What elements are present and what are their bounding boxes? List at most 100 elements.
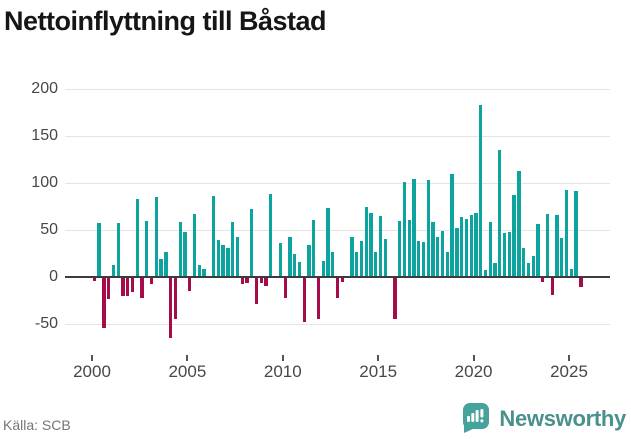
bar — [149, 278, 154, 284]
bar — [579, 278, 583, 288]
bar — [350, 236, 354, 277]
x-tick-mark — [281, 355, 284, 361]
bar — [116, 223, 120, 277]
chart: 200 150 100 50 0 -50 2000 2005 2010 2015 2020 2025 — [0, 80, 631, 385]
bar — [402, 182, 407, 277]
bar — [173, 278, 178, 320]
bar — [250, 209, 254, 277]
bar — [111, 264, 116, 277]
bar — [522, 247, 526, 277]
x-tick-label: 2000 — [73, 362, 111, 381]
bar — [397, 220, 402, 277]
bar — [226, 247, 230, 277]
bar — [536, 224, 540, 277]
bar — [202, 268, 206, 277]
bar — [378, 215, 383, 277]
bar — [302, 278, 306, 323]
bar — [197, 264, 201, 277]
x-tick-mark — [91, 355, 93, 361]
bar — [254, 278, 259, 305]
bar — [426, 180, 430, 277]
x-tick-label: 2020 — [454, 362, 493, 381]
bar — [245, 278, 249, 283]
source-note: Källa: SCB — [3, 417, 71, 433]
bar — [488, 222, 492, 277]
bar — [235, 236, 240, 277]
gridline — [65, 183, 610, 184]
plot-area — [65, 80, 610, 354]
x-tick-mark — [377, 355, 380, 361]
bar — [240, 278, 244, 284]
bar — [211, 196, 216, 277]
bar — [135, 198, 139, 277]
x-tick-mark — [472, 355, 475, 361]
bar — [321, 261, 325, 277]
bar — [340, 278, 345, 282]
bar — [221, 245, 225, 277]
bar — [474, 213, 478, 277]
bar — [331, 251, 335, 277]
bar — [464, 218, 469, 277]
bar — [569, 268, 573, 277]
x-tick-mark — [186, 355, 189, 361]
bar — [555, 214, 559, 277]
y-tick-label: 200 — [31, 80, 58, 97]
bar — [407, 219, 411, 277]
bar — [264, 278, 268, 286]
gridline — [65, 136, 610, 137]
bar — [97, 223, 101, 277]
bar — [512, 195, 516, 277]
bar — [164, 251, 168, 277]
gridline — [65, 89, 610, 90]
bar — [517, 170, 521, 277]
y-tick-label: 100 — [31, 174, 58, 191]
bar — [231, 221, 235, 277]
bar — [159, 259, 163, 277]
bar — [479, 104, 483, 277]
gridline — [65, 324, 610, 325]
bar — [192, 214, 197, 277]
bar — [145, 220, 149, 277]
x-axis: 2000 2005 2010 2015 2020 2025 — [65, 354, 610, 384]
bar — [364, 207, 368, 277]
bar — [531, 256, 535, 277]
page-title: Nettoinflyttning till Båstad — [4, 6, 326, 36]
bar — [178, 222, 182, 277]
bar — [102, 278, 106, 328]
y-tick-label: -50 — [34, 315, 58, 332]
bar — [121, 278, 125, 296]
bar — [421, 242, 426, 277]
bar — [564, 189, 569, 277]
bar — [374, 251, 378, 277]
bar — [436, 236, 440, 277]
bar — [297, 261, 302, 277]
bar — [393, 278, 397, 320]
bar — [383, 239, 387, 277]
newsworthy-logo-icon — [463, 403, 490, 433]
brand-name: Newsworthy — [499, 405, 626, 431]
bar — [326, 208, 330, 277]
bar — [469, 214, 473, 277]
bar — [507, 231, 511, 277]
bar — [107, 278, 111, 299]
bar — [130, 278, 135, 293]
bar — [431, 221, 435, 277]
bar — [140, 278, 144, 298]
bar — [288, 236, 292, 277]
bar — [526, 262, 531, 277]
bar — [560, 238, 564, 277]
bar — [574, 190, 578, 277]
y-tick-label: 0 — [49, 268, 58, 285]
y-axis-labels: 200 150 100 50 0 -50 — [0, 80, 58, 354]
bar — [283, 278, 287, 298]
bar — [459, 216, 464, 277]
bar — [278, 243, 283, 277]
bar — [412, 179, 416, 277]
bar — [550, 278, 554, 295]
bar — [493, 262, 497, 277]
bar — [126, 278, 130, 296]
bar — [545, 214, 550, 277]
bar — [541, 278, 545, 282]
bar — [183, 231, 187, 277]
